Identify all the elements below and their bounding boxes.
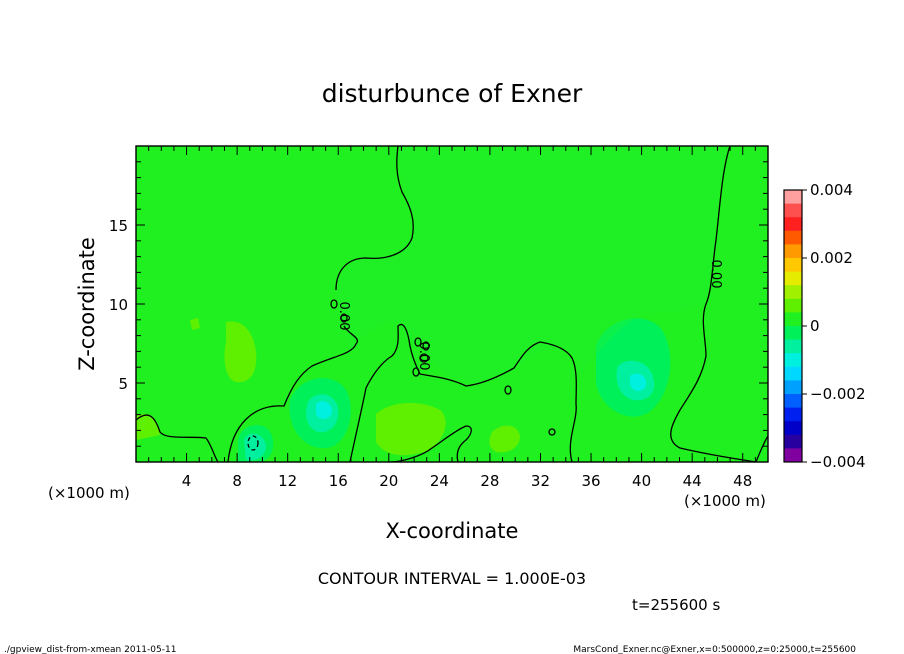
- x-tick-label: 16: [329, 472, 348, 490]
- colorbar-swatch: [784, 312, 802, 327]
- x-tick-label: 20: [379, 472, 398, 490]
- contour-label: 0.00: [708, 260, 723, 289]
- colorbar-swatch: [784, 285, 802, 300]
- colorbar: 0.004 0.002 0 −0.002 −0.004: [783, 181, 866, 471]
- colorbar-swatch: [784, 448, 802, 463]
- x-tick-label: 8: [232, 472, 242, 490]
- colorbar-tick-label: −0.002: [810, 385, 866, 403]
- colorbar-tick-label: −0.004: [810, 453, 866, 471]
- zero-contour: [340, 313, 348, 323]
- positive-patch: [224, 321, 257, 383]
- zero-contour: [389, 425, 472, 462]
- colorbar-swatch: [784, 217, 802, 232]
- zero-contour: [330, 299, 338, 309]
- contour-interval-text: CONTOUR INTERVAL = 1.000E-03: [318, 569, 586, 588]
- y-tick-label: 10: [109, 296, 128, 314]
- zero-contour: [419, 353, 429, 363]
- x-axis: 4 8 12 16 20 24 28 32 36 40 44 48: [135, 146, 769, 490]
- colorbar-swatch: [784, 421, 802, 436]
- footer-left-text: ./gpview_dist-from-xmean 2011-05-11: [4, 645, 176, 654]
- colorbar-swatch: [784, 190, 802, 205]
- x-tick-label: 4: [182, 472, 192, 490]
- zero-contour: [414, 337, 422, 347]
- zero-contour: [349, 323, 577, 462]
- negative-patch: [244, 433, 266, 461]
- colorbar-swatch: [784, 407, 802, 422]
- zero-contour: [504, 385, 512, 395]
- zero-contour: [755, 435, 768, 462]
- colorbar-swatch: [784, 244, 802, 259]
- x-tick-label: 24: [430, 472, 449, 490]
- positive-patch: [489, 425, 520, 453]
- x-tick-label: 28: [480, 472, 499, 490]
- zero-contour: [548, 428, 556, 436]
- colorbar-swatch: [784, 203, 802, 218]
- x-axis-unit-label: (×1000 m): [684, 492, 766, 510]
- negative-contour: [247, 435, 259, 451]
- y-tick-label: 5: [118, 375, 128, 393]
- positive-patch: [190, 318, 200, 330]
- field-background: [136, 146, 768, 462]
- y-tick-label: 15: [109, 217, 128, 235]
- zero-contour: [670, 146, 757, 462]
- contour-label: 0.00: [336, 302, 351, 331]
- chart-title: disturbunce of Exner: [322, 79, 583, 108]
- zero-contour: [136, 414, 219, 462]
- plot-area: 0.000.000.00 4 8 12 16 20 24 28 32 36 40 44 48 5101…: [109, 145, 769, 490]
- y-axis: 5 10 15: [109, 145, 768, 463]
- colorbar-swatch: [784, 394, 802, 409]
- negative-patch: [316, 401, 332, 420]
- positive-patch: [376, 402, 446, 456]
- x-tick-label: 40: [632, 472, 651, 490]
- x-axis-label: X-coordinate: [386, 519, 519, 543]
- colorbar-swatch: [784, 380, 802, 395]
- zero-contour: [412, 367, 420, 377]
- x-tick-label: 32: [531, 472, 550, 490]
- x-tick-label: 44: [683, 472, 702, 490]
- colorbar-swatch: [784, 230, 802, 245]
- zero-contour: [227, 325, 359, 462]
- colorbar-tick-label: 0.002: [810, 249, 853, 267]
- x-tick-label: 36: [581, 472, 600, 490]
- colorbar-tick-label: 0: [810, 317, 820, 335]
- colorbar-swatch: [784, 271, 802, 286]
- zero-contour: [422, 341, 430, 351]
- y-axis-label: Z-coordinate: [75, 237, 99, 371]
- colorbar-swatch: [784, 326, 802, 341]
- contour-label: 0.00: [416, 342, 431, 371]
- colorbar-swatch: [784, 298, 802, 313]
- colorbar-swatch: [784, 366, 802, 381]
- time-label: t=255600 s: [632, 596, 720, 614]
- colorbar-swatch: [784, 434, 802, 449]
- negative-patch: [630, 373, 647, 392]
- colorbar-swatch: [784, 258, 802, 273]
- colorbar-swatch: [784, 339, 802, 354]
- colorbar-tick-label: 0.004: [810, 181, 853, 199]
- x-tick-label: 48: [733, 472, 752, 490]
- y-axis-unit-label: (×1000 m): [48, 484, 130, 502]
- colorbar-swatch: [784, 353, 802, 368]
- zero-contour: [335, 146, 414, 291]
- negative-region: [336, 146, 730, 383]
- footer-right-text: MarsCond_Exner.nc@Exner,x=0:500000,z=0:2…: [573, 645, 856, 654]
- x-tick-label: 12: [278, 472, 297, 490]
